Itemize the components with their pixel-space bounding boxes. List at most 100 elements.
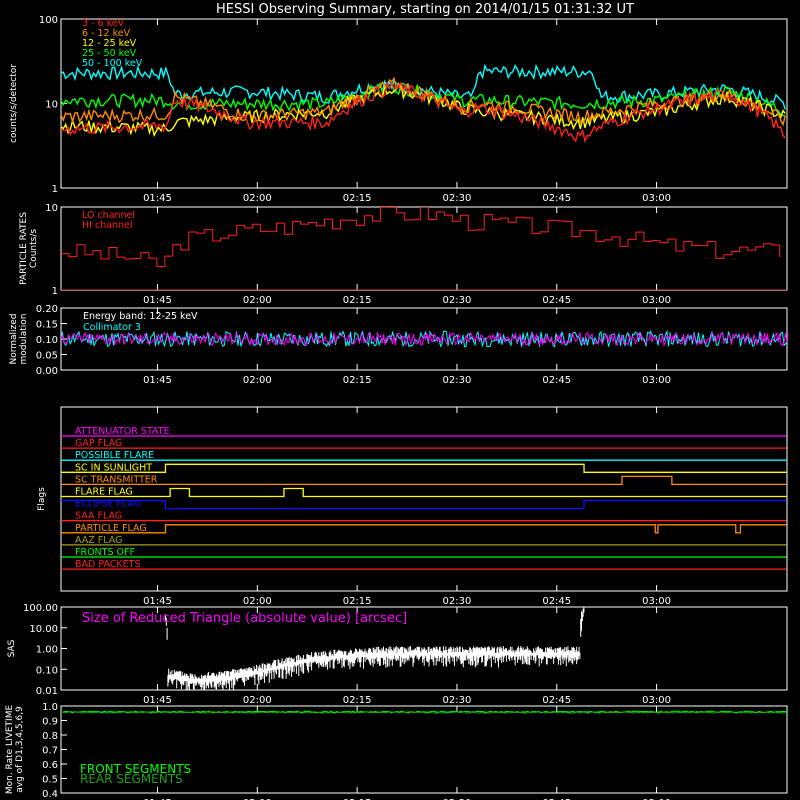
x-tick-label: 02:15 <box>343 295 372 306</box>
y-axis-label: Counts/s <box>29 229 39 268</box>
x-tick-label: 02:45 <box>542 375 571 386</box>
flag-line <box>61 463 787 473</box>
series-line <box>61 711 787 714</box>
figure-title: HESSI Observing Summary, starting on 201… <box>216 2 634 17</box>
x-tick-label: 02:45 <box>542 695 571 706</box>
legend-entry: LO channel <box>82 210 135 221</box>
panel-sas: 01:45 02:00 02:15 02:30 02:45 03:00 0.01 0.10 1.… <box>7 603 788 706</box>
x-tick-label: 01:45 <box>143 596 172 607</box>
panel-modulation: 01:45 02:00 02:15 02:30 02:45 03:00 0.00 0.05 0.… <box>9 304 788 386</box>
y-tick-label: 0.15 <box>36 320 58 331</box>
x-tick-label: 01:45 <box>143 798 172 800</box>
plot-area <box>61 207 787 290</box>
x-tick-label: 02:30 <box>443 695 472 706</box>
y-tick-label: 0.6 <box>42 760 58 771</box>
y-tick-label: 0.8 <box>42 731 58 742</box>
y-tick-label: 0.7 <box>42 746 58 757</box>
y-tick-label: 0.10 <box>36 665 58 676</box>
x-tick-label: 02:00 <box>243 375 272 386</box>
y-axis-label: SAS <box>7 639 17 657</box>
y-tick-label: 0.9 <box>42 717 58 728</box>
x-tick-label: 03:00 <box>642 193 671 204</box>
plot-area <box>61 435 787 570</box>
annotation: Size of Reduced Triangle (absolute value… <box>82 611 407 626</box>
flag-line <box>61 499 787 510</box>
y-tick-label: 0.10 <box>36 335 58 346</box>
x-tick-label: 03:00 <box>642 695 671 706</box>
panels: 01:45 02:00 02:15 02:30 02:45 03:00 1 10 100 coun… <box>5 15 788 800</box>
x-tick-label: 01:45 <box>143 193 172 204</box>
x-tick-label: 02:15 <box>343 193 372 204</box>
panel-frame <box>60 206 788 291</box>
flag-label: FRONTS OFF <box>75 547 135 558</box>
x-tick-label: 02:45 <box>542 193 571 204</box>
legend-entry: 25 - 50 keV <box>82 48 137 59</box>
y-tick-label: 0.5 <box>42 775 58 786</box>
plot-area <box>61 710 787 714</box>
y-tick-label: 0.00 <box>36 366 58 377</box>
series-line <box>61 331 787 347</box>
plot-area <box>61 63 786 144</box>
x-tick-label: 01:45 <box>143 375 172 386</box>
x-tick-label: 03:00 <box>642 375 671 386</box>
flag-label: ATTENUATOR STATE <box>75 426 170 437</box>
flag-line <box>61 524 787 534</box>
y-tick-label: 0.05 <box>36 351 58 362</box>
x-tick-label: 02:15 <box>343 695 372 706</box>
x-tick-label: 02:30 <box>443 193 472 204</box>
y-tick-label: 10 <box>45 203 58 214</box>
series-line <box>61 207 781 268</box>
flag-label: GAP FLAG <box>75 438 122 449</box>
legend-entry: HI channel <box>82 220 133 231</box>
flag-label: SC TRANSMITTER <box>75 474 158 485</box>
flag-line <box>61 487 787 498</box>
x-tick-label: 02:15 <box>343 596 372 607</box>
x-tick-label: 02:00 <box>243 695 272 706</box>
x-tick-label: 02:00 <box>243 193 272 204</box>
x-tick-label: 01:45 <box>143 295 172 306</box>
y-axis-label: counts/s/detector <box>9 64 19 143</box>
legend-entry: 50 - 100 keV <box>82 58 143 69</box>
x-tick-label: 01:45 <box>143 695 172 706</box>
y-tick-label: 1.00 <box>36 645 58 656</box>
y-tick-label: 1 <box>52 286 58 297</box>
flag-label: BAD PACKETS <box>75 559 141 570</box>
panel-particle-rates: 01:45 02:00 02:15 02:30 02:45 03:00 1 10 PARTICL… <box>19 203 788 306</box>
x-tick-label: 02:00 <box>243 295 272 306</box>
flag-label: ECLIPSE FLAG <box>75 499 141 510</box>
legend-entry: 6 - 12 keV <box>82 28 131 39</box>
x-tick-label: 02:00 <box>243 596 272 607</box>
series-line <box>61 63 786 110</box>
flag-label: SAA FLAG <box>75 511 122 522</box>
y-axis-label: Mon. Rate LIVETIME <box>5 705 15 795</box>
flag-line <box>61 475 787 486</box>
flag-label: SC IN SUNLIGHT <box>75 462 152 473</box>
x-tick-label: 03:00 <box>642 596 671 607</box>
y-axis-label: modulation <box>19 314 29 365</box>
x-tick-label: 02:30 <box>443 798 472 800</box>
series-line <box>61 710 787 714</box>
y-axis-label: avg of D1,3,4,5,6,9 <box>15 706 25 793</box>
legend-entry: REAR SEGMENTS <box>80 772 183 786</box>
legend-entry: FRONT SEGMENTS <box>80 762 191 776</box>
panel-flags: 01:45 02:00 02:15 02:30 02:45 03:00 Flags ATTEN… <box>37 406 788 607</box>
y-axis-label: Normalized <box>9 313 19 364</box>
flag-label: FLARE FLAG <box>75 487 133 498</box>
x-tick-label: 02:00 <box>243 798 272 800</box>
x-tick-label: 02:15 <box>343 798 372 800</box>
annotation: Collimator 3 <box>83 322 141 333</box>
x-tick-label: 02:30 <box>443 596 472 607</box>
x-tick-label: 03:00 <box>642 798 671 800</box>
x-tick-label: 02:30 <box>443 295 472 306</box>
legend-entry: 12 - 25 keV <box>82 38 137 49</box>
y-tick-label: 10.00 <box>29 624 58 635</box>
annotation: Energy band: 12-25 keV <box>83 311 198 322</box>
series-line <box>61 83 786 138</box>
y-tick-label: 0.20 <box>36 304 58 315</box>
flag-label: PARTICLE FLAG <box>75 523 147 534</box>
x-tick-label: 02:45 <box>542 596 571 607</box>
y-axis-label: PARTICLE RATES <box>19 212 29 285</box>
y-tick-label: 10 <box>45 100 58 111</box>
panel-frame <box>60 406 788 592</box>
